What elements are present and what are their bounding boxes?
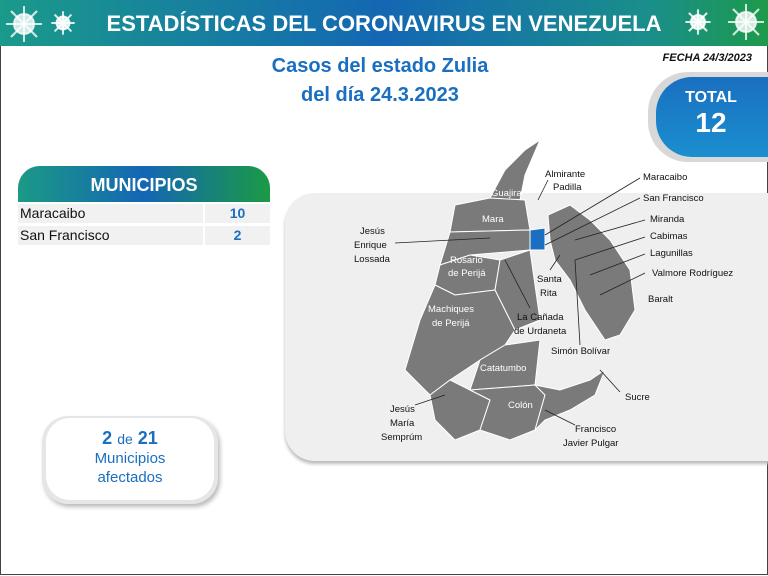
- region-east: [547, 204, 636, 341]
- label-sucre: Sucre: [625, 392, 650, 403]
- total-value: 12: [695, 107, 727, 138]
- label-machiques: Machiques: [428, 304, 474, 315]
- virus-icon: [685, 9, 711, 35]
- date-label: FECHA 24/3/2023: [662, 52, 752, 64]
- label-guajira: Guajira: [491, 188, 522, 199]
- region-fjp: [533, 368, 607, 432]
- municipio-value: 10: [205, 204, 270, 223]
- page-title: ESTADÍSTICAS DEL CORONAVIRUS EN VENEZUEL…: [106, 11, 662, 36]
- label-maracaibo: Maracaibo: [643, 172, 687, 183]
- region-maracaibo: [529, 227, 546, 251]
- virus-icon: [51, 11, 75, 35]
- region-canada: [494, 249, 541, 331]
- label-almirante: Padilla: [553, 182, 582, 193]
- municipio-name: San Francisco: [18, 226, 203, 245]
- label-lagunillas: Lagunillas: [650, 248, 693, 259]
- affected-label: Municipios afectados: [94, 450, 166, 486]
- map-labels: Guajira Almirante Padilla Mara Jesús Enr…: [354, 169, 733, 449]
- header-banner: ESTADÍSTICAS DEL CORONAVIRUS EN VENEZUEL…: [0, 0, 768, 46]
- label-santa-rita: Rita: [540, 288, 558, 299]
- label-san-francisco: San Francisco: [643, 193, 704, 204]
- label-catatumbo: Catatumbo: [480, 363, 526, 374]
- label-jesus-enrique-lossada: Jesús: [360, 226, 385, 237]
- label-canada: de Urdaneta: [514, 326, 567, 337]
- label-semprum: Jesús: [390, 404, 415, 415]
- label-rosario: de Perijá: [448, 268, 486, 279]
- leader-lines: [394, 177, 646, 426]
- label-miranda: Miranda: [650, 214, 685, 225]
- municipio-value: 2: [205, 226, 270, 245]
- label-almirante: Almirante: [545, 169, 585, 180]
- total-box: TOTAL 12: [656, 77, 768, 157]
- label-simon-bolivar: Simón Bolívar: [551, 346, 610, 357]
- label-fjp: Francisco: [575, 424, 616, 435]
- label-santa-rita: Santa: [537, 274, 563, 285]
- municipio-name: Maracaibo: [18, 204, 203, 223]
- region-jesus-enrique-lossada: [439, 229, 531, 266]
- affected-box: 2 de 21 Municipios afectados: [42, 416, 218, 504]
- subtitle-line1: Casos del estado Zulia: [271, 55, 489, 77]
- table-row: San Francisco 2: [18, 226, 270, 246]
- subtitle-line2: del día 24.3.2023: [301, 84, 459, 106]
- label-colon: Colón: [508, 400, 533, 411]
- label-jesus-enrique-lossada: Enrique: [354, 240, 387, 251]
- subtitle: Casos del estado Zulia del día 24.3.2023: [230, 52, 530, 110]
- label-canada: La Cañada: [517, 312, 564, 323]
- total-label: TOTAL: [685, 89, 737, 106]
- municipios-header: MUNICIPIOS: [18, 166, 270, 202]
- label-cabimas: Cabimas: [650, 231, 688, 242]
- table-row: Maracaibo 10: [18, 204, 270, 224]
- affected-count: 2 de 21: [102, 428, 158, 448]
- virus-icon: [6, 6, 42, 42]
- label-jesus-enrique-lossada: Lossada: [354, 254, 391, 265]
- virus-icon: [728, 4, 764, 40]
- region-catatumbo: [469, 339, 541, 391]
- label-rosario: Rosario: [450, 255, 483, 266]
- label-baralt: Baralt: [648, 294, 673, 305]
- region-mara: [449, 197, 531, 233]
- label-semprum: María: [390, 418, 415, 429]
- label-fjp: Javier Pulgar: [563, 438, 618, 449]
- label-mara: Mara: [482, 214, 504, 225]
- label-semprum: Semprúm: [381, 432, 422, 443]
- label-machiques: de Perijá: [432, 318, 470, 329]
- label-valmore: Valmore Rodríguez: [652, 268, 733, 279]
